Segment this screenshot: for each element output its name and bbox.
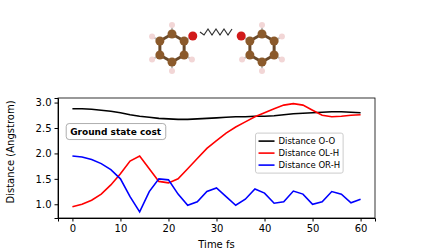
carbon-atom: [155, 51, 164, 60]
x-tick-label: 0: [70, 223, 76, 234]
annotation-text: Ground state cost: [70, 127, 162, 137]
legend-label: Distance OL-H: [279, 148, 340, 158]
x-tick: 20: [163, 218, 176, 234]
x-tick: 0: [70, 218, 76, 234]
series-line: [72, 109, 360, 120]
legend-item: Distance OR-H: [259, 160, 341, 170]
molecule: [149, 22, 197, 74]
oxygen-atom: [237, 32, 246, 41]
y-tick: 3.0: [36, 97, 58, 108]
annotation-box: [66, 124, 166, 140]
legend-items: Distance O-O Distance OL-H Distance OR-H: [259, 136, 341, 170]
carbon-atom: [168, 58, 177, 67]
legend-swatch: [259, 164, 275, 166]
hydrogen-atom: [149, 57, 155, 63]
hydrogen-atom: [149, 34, 155, 40]
legend-item: Distance O-O: [259, 136, 336, 146]
x-tick-label: 20: [163, 223, 176, 234]
x-tick: 40: [259, 218, 272, 234]
x-tick-mark: [168, 218, 169, 222]
molecule: [237, 22, 285, 74]
carbon-atom: [155, 37, 164, 46]
y-tick-mark: [55, 179, 59, 180]
hydrogen-atom: [259, 22, 265, 28]
hydrogen-atom: [279, 57, 285, 63]
carbon-atom: [180, 37, 189, 46]
plot-frame: [58, 98, 375, 218]
oxygen-atom: [188, 32, 197, 41]
x-tick-label: 40: [259, 223, 272, 234]
y-tick-label: 1.0: [36, 199, 52, 210]
x-tick-mark: [313, 218, 314, 222]
y-tick: 2.5: [36, 123, 58, 134]
chart: 0 10 20 30 40 50 60 1.0 1.5 2.0 2.5 3.0 Ground state…: [0, 0, 448, 252]
series-line: [72, 156, 360, 212]
carbon-atom: [258, 30, 267, 39]
hydrogen-atom: [279, 34, 285, 40]
y-tick-label: 3.0: [36, 97, 52, 108]
carbon-atom: [245, 51, 254, 60]
x-tick: 50: [307, 218, 320, 234]
hydrogen-atom: [189, 57, 195, 63]
x-tick-mark: [265, 218, 266, 222]
legend-box: [256, 133, 344, 173]
x-tick-mark: [72, 218, 73, 222]
molecules: [149, 22, 285, 74]
x-tick-label: 60: [355, 223, 368, 234]
y-tick: 1.5: [36, 174, 58, 185]
carbon-atom: [258, 58, 267, 67]
hydrogen-atom: [239, 57, 245, 63]
x-tick-label: 50: [307, 223, 320, 234]
y-tick: 1.0: [36, 199, 58, 210]
carbon-atom: [180, 51, 189, 60]
y-tick: 2.0: [36, 148, 58, 159]
plot: 0 10 20 30 40 50 60 1.0 1.5 2.0 2.5 3.0 Ground state…: [36, 97, 376, 233]
x-axis: 0 10 20 30 40 50 60: [59, 218, 376, 234]
x-axis-title: Time fs: [197, 239, 234, 250]
y-tick-label: 2.5: [36, 123, 52, 134]
y-axis-title: Distance (Angstrom): [5, 100, 16, 203]
y-tick-label: 2.0: [36, 148, 52, 159]
legend-item: Distance OL-H: [259, 148, 340, 158]
hydrogen-atom: [169, 68, 175, 74]
legend-label: Distance OR-H: [279, 160, 341, 170]
x-tick-mark: [217, 218, 218, 222]
y-tick-mark: [55, 153, 59, 154]
y-tick-mark: [55, 204, 59, 205]
x-tick-label: 30: [211, 223, 224, 234]
annotation: Ground state cost: [66, 124, 166, 140]
x-tick: 10: [115, 218, 128, 234]
y-axis: 1.0 1.5 2.0 2.5 3.0: [36, 97, 59, 218]
hydrogen-atom: [169, 22, 175, 28]
legend: Distance O-O Distance OL-H Distance OR-H: [256, 133, 344, 173]
x-tick-mark: [120, 218, 121, 222]
x-tick: 30: [211, 218, 224, 234]
x-tick-mark: [361, 218, 362, 222]
carbon-atom: [168, 30, 177, 39]
y-tick-label: 1.5: [36, 174, 52, 185]
hydrogen-atom: [259, 68, 265, 74]
x-axis-line: [59, 219, 376, 222]
carbon-atom: [245, 37, 254, 46]
carbon-atom: [270, 51, 279, 60]
y-tick-mark: [55, 103, 59, 104]
y-axis-line: [55, 99, 59, 219]
series-lines: [72, 104, 360, 212]
legend-swatch: [259, 140, 275, 142]
legend-swatch: [259, 152, 275, 154]
carbon-atom: [270, 37, 279, 46]
x-tick: 60: [355, 218, 368, 234]
y-tick-mark: [55, 128, 59, 129]
legend-label: Distance O-O: [279, 136, 336, 146]
x-tick-label: 10: [115, 223, 128, 234]
series-line: [72, 104, 360, 207]
hydrogen-bond: [200, 29, 232, 35]
